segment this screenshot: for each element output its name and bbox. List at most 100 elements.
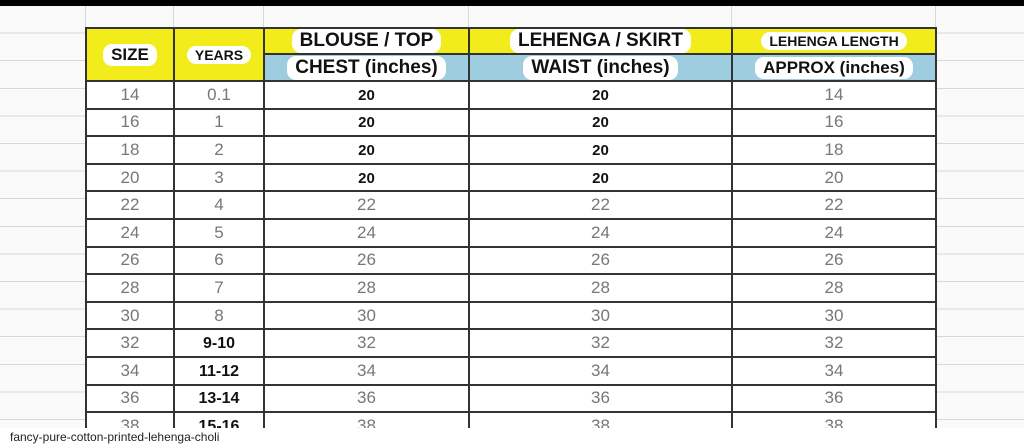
table-row: 34 11-12 34 34 34 — [85, 355, 937, 386]
cell-value: 3 — [214, 167, 224, 187]
table-row: 32 9-10 32 32 32 — [85, 328, 937, 358]
cell-years: 7 — [173, 273, 265, 303]
cell-value: 32 — [120, 333, 140, 353]
table-row: 26 6 26 26 26 — [85, 245, 937, 276]
header-label: YEARS — [186, 45, 252, 64]
cell-value: 24 — [357, 222, 376, 242]
cell-value: 32 — [824, 333, 844, 353]
cell-waist: 22 — [468, 190, 733, 220]
cell-value: 30 — [357, 305, 376, 325]
header-length: LEHENGA LENGTH — [731, 27, 937, 55]
cell-value: 20 — [120, 167, 140, 187]
cell-length: 28 — [731, 273, 937, 303]
cell-value: 20 — [592, 86, 609, 104]
cell-value: 20 — [824, 167, 844, 187]
size-chart-table: SIZE YEARS BLOUSE / TOP LEHENGA / SKIRT … — [85, 27, 937, 441]
table-row: 36 13-14 36 36 36 — [85, 383, 937, 414]
cell-value: 22 — [591, 195, 610, 215]
top-bar — [0, 0, 1024, 6]
cell-length: 14 — [731, 80, 937, 110]
cell-value: 20 — [358, 86, 375, 104]
cell-value: 11-12 — [192, 362, 246, 381]
cell-waist: 32 — [468, 328, 733, 358]
cell-value: 20 — [358, 141, 375, 159]
cell-waist: 26 — [468, 245, 733, 276]
cell-value: 22 — [120, 195, 140, 215]
cell-value: 32 — [591, 333, 610, 353]
header-chest: CHEST (inches) — [263, 53, 470, 82]
cell-length: 22 — [731, 190, 937, 220]
cell-waist: 20 — [468, 107, 733, 138]
cell-chest: 20 — [263, 135, 470, 165]
cell-waist: 24 — [468, 217, 733, 248]
cell-value: 18 — [120, 139, 140, 159]
cell-value: 2 — [214, 139, 224, 159]
header-label: SIZE — [103, 43, 157, 66]
cell-value: 20 — [592, 114, 609, 132]
cell-waist: 30 — [468, 300, 733, 331]
cell-value: 24 — [824, 222, 844, 242]
cell-value: 24 — [591, 222, 610, 242]
cell-chest: 34 — [263, 355, 470, 386]
cell-years: 3 — [173, 162, 265, 193]
cell-value: 5 — [214, 222, 224, 242]
header-lehenga: LEHENGA / SKIRT — [468, 27, 733, 55]
cell-value: 30 — [120, 305, 140, 325]
cell-years: 6 — [173, 245, 265, 276]
table-row: 22 4 22 22 22 — [85, 190, 937, 220]
table-row: 14 0.1 20 20 14 — [85, 80, 937, 110]
cell-value: 8 — [214, 305, 224, 325]
cell-size: 36 — [85, 383, 175, 414]
cell-value: 28 — [357, 277, 376, 297]
cell-value: 14 — [120, 84, 140, 104]
cell-value: 34 — [120, 360, 140, 380]
cell-value: 20 — [592, 141, 609, 159]
header-blouse: BLOUSE / TOP — [263, 27, 470, 55]
cell-value: 24 — [120, 222, 140, 242]
cell-length: 24 — [731, 217, 937, 248]
cell-length: 32 — [731, 328, 937, 358]
cell-length: 20 — [731, 162, 937, 193]
cell-value: 26 — [120, 250, 140, 270]
cell-value: 28 — [120, 277, 140, 297]
cell-value: 20 — [358, 169, 375, 187]
header-waist: WAIST (inches) — [468, 53, 733, 82]
header-label: BLOUSE / TOP — [291, 29, 442, 53]
cell-years: 13-14 — [173, 383, 265, 414]
cell-years: 0.1 — [173, 80, 265, 110]
cell-size: 14 — [85, 80, 175, 110]
cell-waist: 34 — [468, 355, 733, 386]
cell-value: 4 — [214, 195, 224, 215]
table-row: 28 7 28 28 28 — [85, 273, 937, 303]
cell-size: 18 — [85, 135, 175, 165]
cell-chest: 28 — [263, 273, 470, 303]
cell-chest: 20 — [263, 80, 470, 110]
cell-length: 30 — [731, 300, 937, 331]
cell-value: 34 — [824, 360, 844, 380]
cell-value: 36 — [120, 388, 140, 408]
header-label: APPROX (inches) — [755, 56, 913, 79]
cell-size: 20 — [85, 162, 175, 193]
cell-value: 9-10 — [196, 335, 242, 354]
cell-years: 8 — [173, 300, 265, 331]
cell-chest: 22 — [263, 190, 470, 220]
cell-waist: 20 — [468, 135, 733, 165]
header-label: WAIST (inches) — [523, 55, 678, 80]
cell-value: 1 — [214, 112, 224, 132]
cell-length: 34 — [731, 355, 937, 386]
cell-value: 7 — [214, 277, 224, 297]
cell-value: 16 — [120, 112, 140, 132]
cell-chest: 26 — [263, 245, 470, 276]
cell-size: 22 — [85, 190, 175, 220]
cell-size: 32 — [85, 328, 175, 358]
cell-value: 18 — [824, 139, 844, 159]
cell-value: 22 — [824, 195, 844, 215]
cell-chest: 32 — [263, 328, 470, 358]
cell-value: 26 — [591, 250, 610, 270]
header-label: LEHENGA / SKIRT — [509, 29, 692, 53]
table-row: 20 3 20 20 20 — [85, 162, 937, 193]
cell-value: 26 — [824, 250, 844, 270]
cell-value: 0.1 — [207, 84, 231, 104]
cell-chest: 20 — [263, 162, 470, 193]
cell-length: 16 — [731, 107, 937, 138]
